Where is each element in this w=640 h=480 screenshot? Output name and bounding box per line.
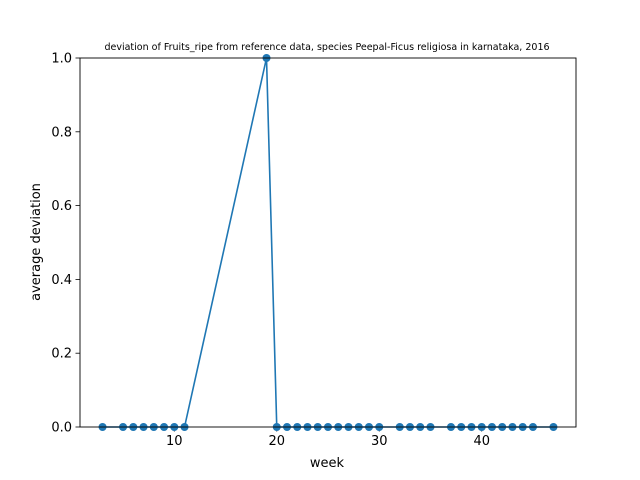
x-tick-label: 40 bbox=[473, 434, 490, 449]
y-axis-label: average deviation bbox=[29, 183, 44, 301]
y-tick-label: 0.2 bbox=[51, 347, 72, 362]
axes-frame bbox=[79, 57, 577, 428]
chart-title: deviation of Fruits_ripe from reference … bbox=[104, 42, 549, 53]
y-tick-label: 0.4 bbox=[51, 273, 72, 288]
x-tick-label: 30 bbox=[371, 434, 388, 449]
y-tick-label: 0.0 bbox=[51, 421, 72, 436]
y-tick-label: 0.8 bbox=[51, 125, 72, 140]
x-axis-label: week bbox=[310, 456, 345, 471]
y-tick-label: 1.0 bbox=[51, 52, 72, 67]
x-tick-label: 10 bbox=[166, 434, 183, 449]
plot-area: 10 20 30 40 0.0 0.2 0.4 0.6 0.8 1.0 bbox=[51, 52, 577, 449]
y-tick-label: 0.6 bbox=[51, 199, 72, 214]
x-tick-label: 20 bbox=[268, 434, 285, 449]
